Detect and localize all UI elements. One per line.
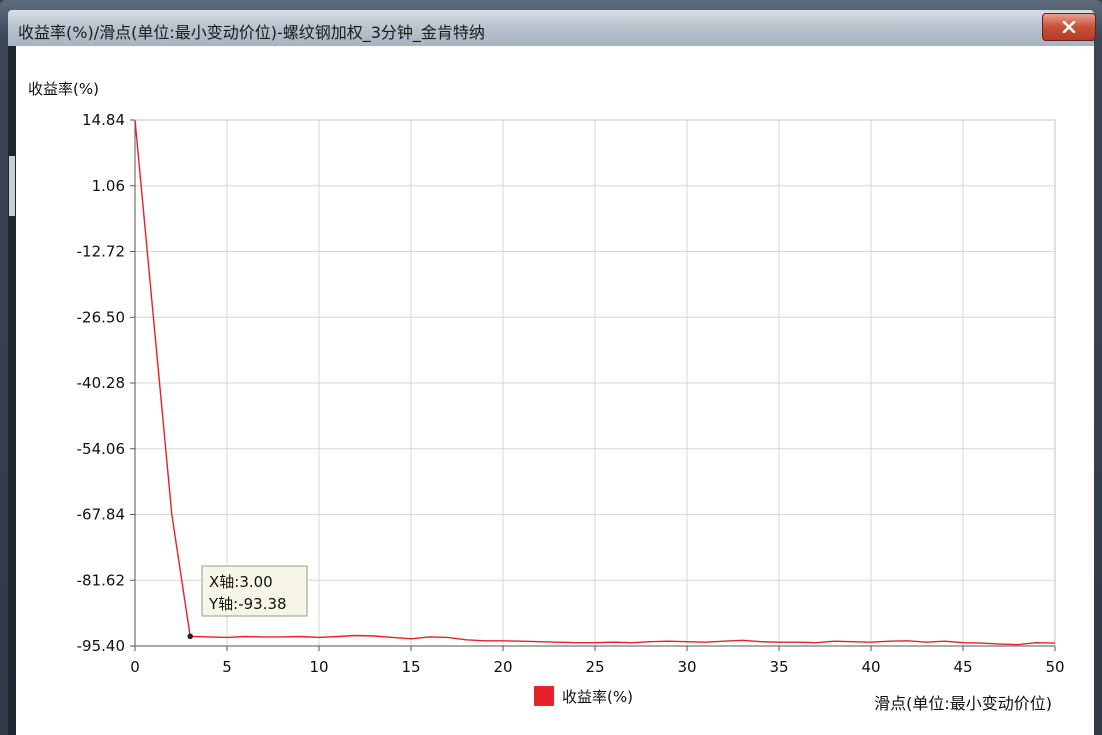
y-tick-label: -40.28: [77, 374, 125, 392]
x-tick-label: 20: [493, 658, 512, 676]
legend-label: 收益率(%): [562, 688, 633, 706]
tooltip-x-value: X轴:3.00: [209, 573, 273, 591]
x-axis-ticks: 0 5 10 15 20 25 30 35 40 45 50: [130, 646, 1065, 676]
data-tooltip: X轴:3.00 Y轴:-93.38: [201, 565, 308, 617]
x-tick-label: 10: [309, 658, 328, 676]
x-tick-label: 40: [861, 658, 880, 676]
x-tick-label: 35: [769, 658, 788, 676]
close-button[interactable]: [1042, 13, 1096, 41]
x-tick-label: 45: [953, 658, 972, 676]
y-tick-label: -26.50: [77, 308, 125, 326]
x-tick-label: 25: [585, 658, 604, 676]
series-line-0[interactable]: [134, 119, 1056, 646]
title-bar[interactable]: 收益率(%)/滑点(单位:最小变动价位)-螺纹钢加权_3分钟_金肯特纳: [8, 10, 1096, 46]
axes: [134, 119, 1056, 647]
y-tick-label: -95.40: [77, 637, 125, 655]
line-chart: 收益率(%) 14.84 1.06 -12.72 -26.50 -40.28 -54.06…: [28, 80, 1065, 713]
legend-swatch: [534, 686, 554, 706]
legend: 收益率(%): [534, 686, 633, 706]
x-axis-label: 滑点(单位:最小变动价位): [874, 694, 1052, 713]
x-tick-label: 30: [677, 658, 696, 676]
tooltip-y-value: Y轴:-93.38: [208, 595, 287, 613]
x-tick-label: 5: [222, 658, 232, 676]
highlighted-data-point[interactable]: [187, 633, 193, 640]
y-tick-label: -81.62: [77, 571, 125, 589]
x-tick-label: 50: [1045, 658, 1064, 676]
y-axis-ticks: 14.84 1.06 -12.72 -26.50 -40.28 -54.06 -67.84 -…: [77, 111, 135, 655]
y-tick-label: -54.06: [77, 440, 125, 458]
series-layer: [134, 119, 1056, 646]
y-tick-label: -67.84: [77, 506, 125, 524]
chart-panel: 收益率(%) 14.84 1.06 -12.72 -26.50 -40.28 -54.06…: [8, 46, 1094, 735]
y-tick-label: 14.84: [82, 111, 125, 129]
x-tick-label: 0: [130, 658, 140, 676]
y-tick-label: -12.72: [77, 243, 125, 261]
scrollbar-thumb[interactable]: [9, 156, 15, 216]
left-scrollbar[interactable]: [8, 46, 16, 735]
x-tick-label: 15: [401, 658, 420, 676]
tooltip-box: [201, 565, 308, 617]
y-axis-label: 收益率(%): [28, 80, 99, 98]
window-title: 收益率(%)/滑点(单位:最小变动价位)-螺纹钢加权_3分钟_金肯特纳: [18, 23, 485, 42]
close-icon: [1062, 21, 1076, 33]
y-tick-label: 1.06: [92, 177, 125, 195]
